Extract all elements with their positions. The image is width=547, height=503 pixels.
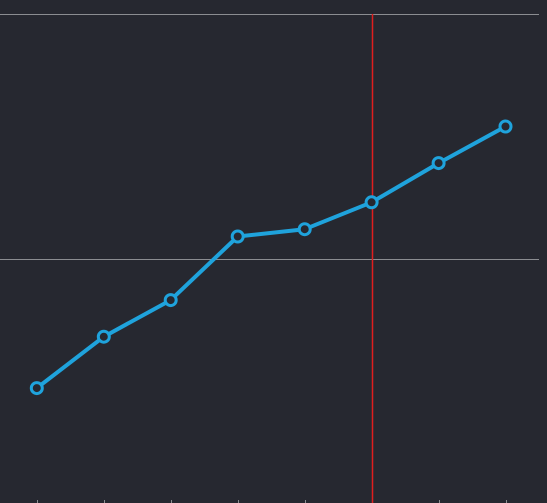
series-line-0 (34, 124, 508, 391)
gridlines (0, 14, 539, 260)
data-point-0-2[interactable] (163, 293, 178, 308)
series-group (29, 119, 513, 396)
data-point-0-6[interactable] (431, 156, 446, 171)
data-point-0-0[interactable] (29, 381, 44, 396)
data-point-0-5[interactable] (364, 195, 379, 210)
data-point-0-3[interactable] (230, 229, 245, 244)
data-point-0-7[interactable] (498, 119, 513, 134)
data-point-0-4[interactable] (297, 222, 312, 237)
data-point-0-1[interactable] (96, 329, 111, 344)
